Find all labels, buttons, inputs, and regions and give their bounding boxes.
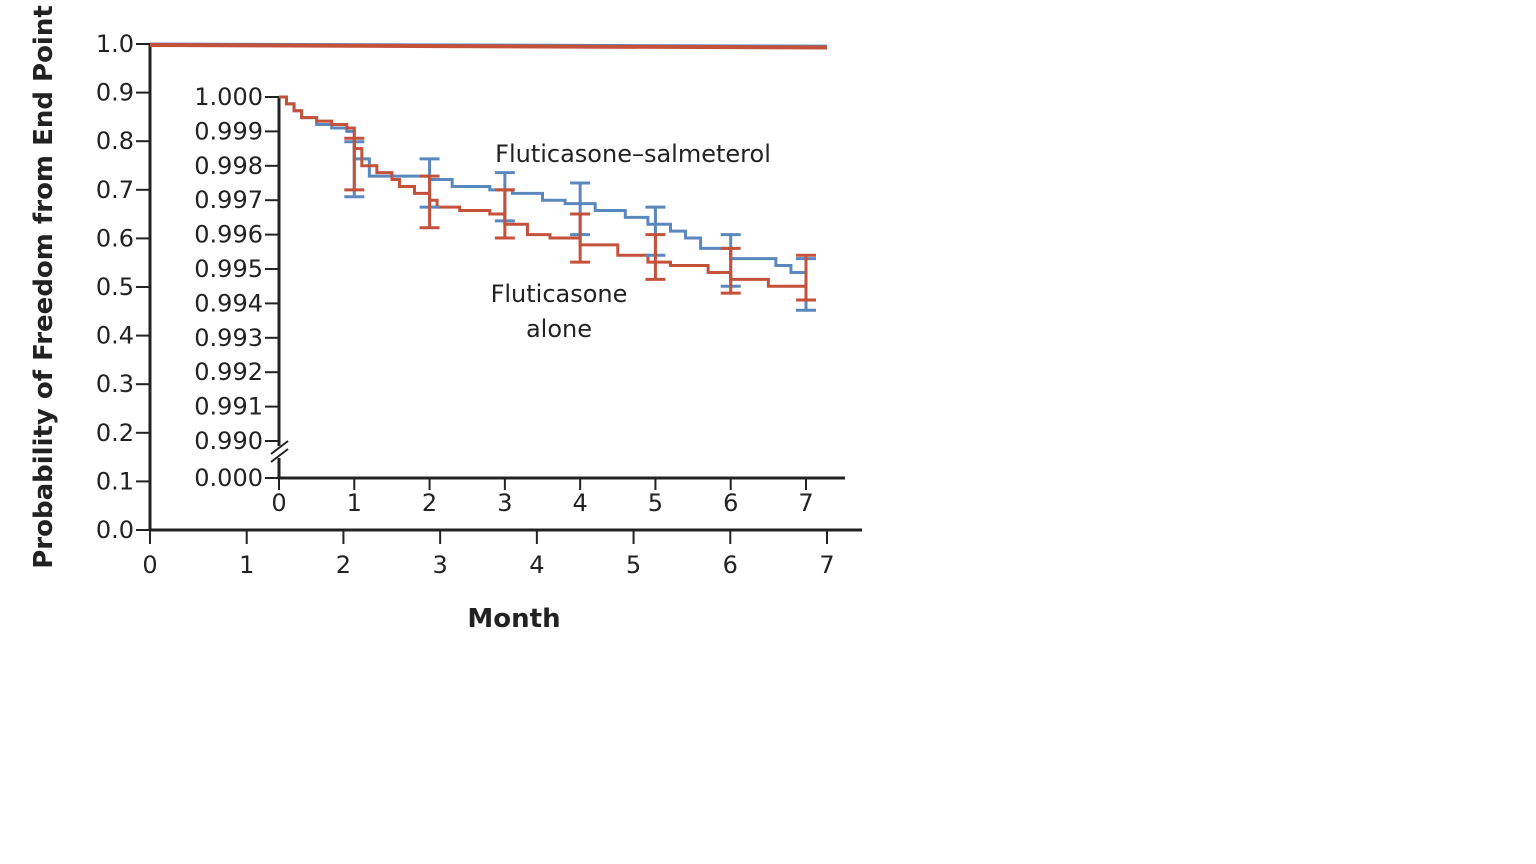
main-y-tick-label: 0.7 xyxy=(96,176,134,204)
x-axis-title: Month xyxy=(467,604,560,634)
main-x-tick-label: 2 xyxy=(336,551,351,579)
inset-y-tick-label: 0.995 xyxy=(194,255,263,283)
inset-x-tick-label: 2 xyxy=(422,489,437,517)
inset-x-tick-label: 7 xyxy=(798,489,813,517)
inset-x-tick-label: 5 xyxy=(648,489,663,517)
inset-series xyxy=(279,95,816,312)
inset-y-tick-label: 1.000 xyxy=(194,83,263,111)
inset-y-tick-label: 0.991 xyxy=(194,393,263,421)
inset-y-tick-label: 0.996 xyxy=(194,221,263,249)
main-y-tick-label: 1.0 xyxy=(96,30,134,58)
main-series xyxy=(149,42,828,50)
main-y-tick-label: 0.3 xyxy=(96,370,134,398)
main-x-tick-label: 1 xyxy=(239,551,254,579)
inset-series-step-line xyxy=(279,95,808,287)
annotation-alone: alone xyxy=(526,315,592,343)
inset-y-tick-label: 0.990 xyxy=(194,427,263,455)
inset-x-tick-label: 4 xyxy=(573,489,588,517)
main-y-tick-label: 0.4 xyxy=(96,322,134,350)
inset-y-tick-label: 0.999 xyxy=(194,117,263,145)
main-y-tick-label: 0.9 xyxy=(96,79,134,107)
inset-y-tick-label: 0.997 xyxy=(194,186,263,214)
main-x-tick-label: 7 xyxy=(819,551,834,579)
y-axis-title: Probability of Freedom from End Point xyxy=(29,5,59,569)
inset-x-tick-label: 3 xyxy=(497,489,512,517)
main-x-tick-label: 4 xyxy=(529,551,544,579)
inset-axes: 0.000 0.990 0.991 0.992 0.993 0.994 0.995 0.996… xyxy=(194,83,845,517)
inset-axis-break-mark xyxy=(270,448,289,463)
inset-x-tick-label: 0 xyxy=(271,489,286,517)
main-x-tick-label: 0 xyxy=(142,551,157,579)
inset-axis-break-mark xyxy=(270,440,289,455)
annotation-fluticasone-salmeterol: Fluticasone–salmeterol xyxy=(495,140,771,168)
main-y-tick-label: 0.8 xyxy=(96,127,134,155)
main-series-line xyxy=(149,43,828,50)
inset-y-tick-label: 0.992 xyxy=(194,358,263,386)
inset-series-step-line xyxy=(279,95,808,294)
main-y-tick-label: 0.0 xyxy=(96,516,134,544)
main-axes: 0.0 0.1 0.2 0.3 0.4 0.5 0.6 0.7 0.8 0.9 1.0 0 1 2 3 4 5 6… xyxy=(96,30,862,579)
main-y-tick-label: 0.5 xyxy=(96,273,134,301)
inset-x-tick-label: 6 xyxy=(723,489,738,517)
inset-y-tick-label: 0.998 xyxy=(194,152,263,180)
main-x-tick-label: 6 xyxy=(723,551,738,579)
inset-y-tick-label: 0.000 xyxy=(194,464,263,492)
main-y-tick-label: 0.2 xyxy=(96,419,134,447)
main-x-tick-label: 3 xyxy=(433,551,448,579)
main-y-tick-label: 0.6 xyxy=(96,224,134,252)
annotation-fluticasone: Fluticasone xyxy=(491,280,628,308)
main-y-tick-label: 0.1 xyxy=(96,467,134,495)
inset-x-tick-label: 1 xyxy=(347,489,362,517)
inset-y-tick-label: 0.993 xyxy=(194,324,263,352)
inset-y-tick-label: 0.994 xyxy=(194,289,263,317)
main-x-tick-label: 5 xyxy=(626,551,641,579)
